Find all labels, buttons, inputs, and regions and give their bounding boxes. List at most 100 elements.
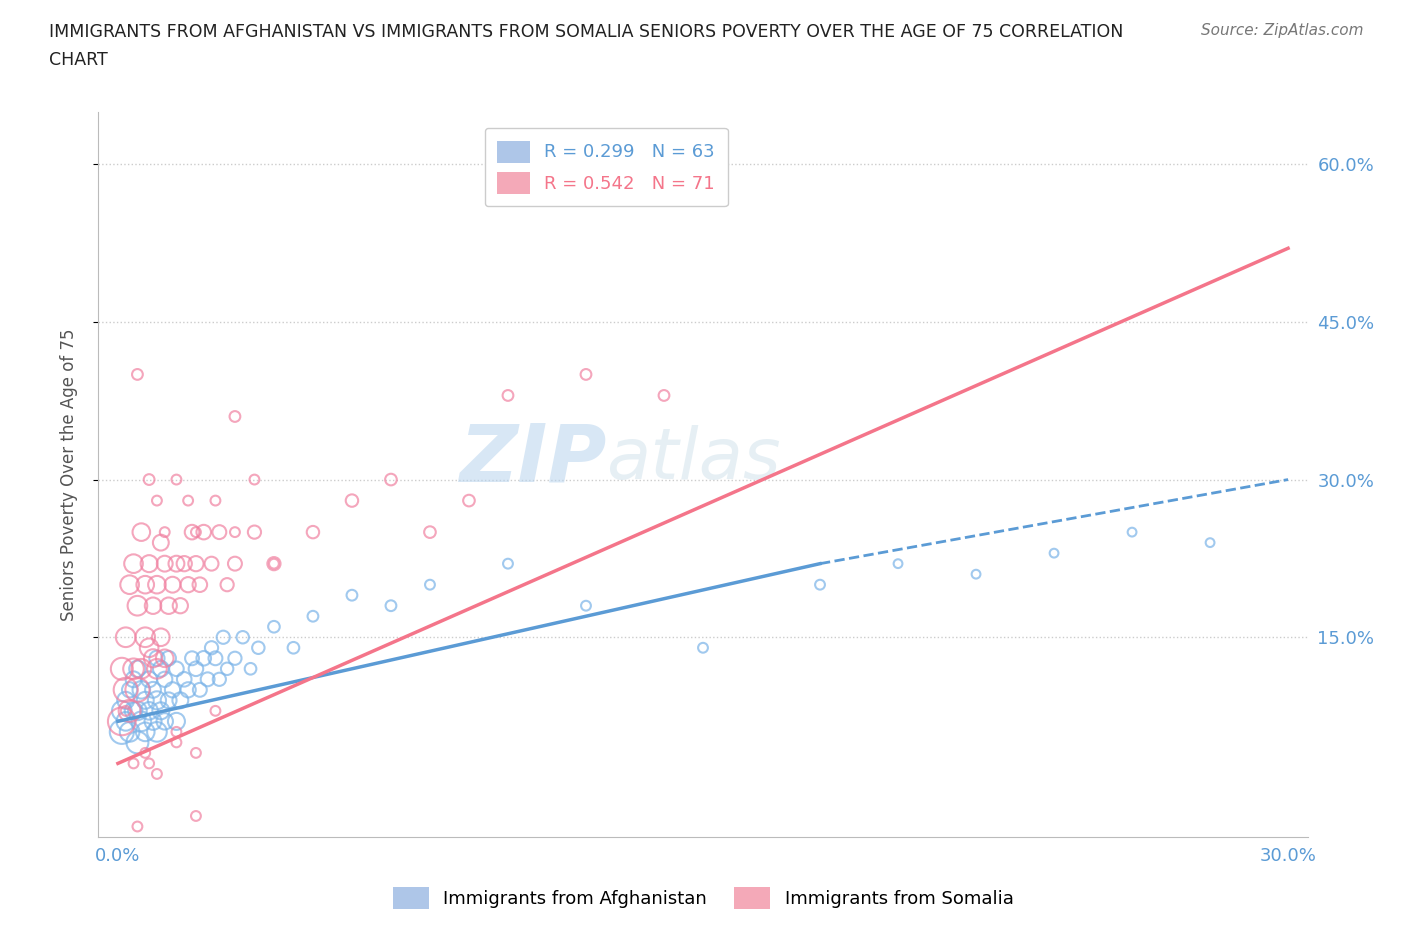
Point bbox=[496, 556, 519, 571]
Point bbox=[131, 714, 153, 729]
Point bbox=[263, 556, 285, 571]
Point bbox=[575, 367, 598, 382]
Point bbox=[111, 714, 134, 729]
Y-axis label: Seniors Poverty Over the Age of 75: Seniors Poverty Over the Age of 75 bbox=[59, 328, 77, 620]
Point bbox=[177, 493, 200, 508]
Point bbox=[419, 578, 441, 592]
Point bbox=[193, 525, 215, 539]
Point bbox=[118, 578, 141, 592]
Point bbox=[127, 819, 149, 834]
Point bbox=[134, 746, 156, 761]
Point bbox=[652, 388, 675, 403]
Point bbox=[165, 714, 187, 729]
Point bbox=[173, 556, 195, 571]
Point bbox=[157, 598, 180, 613]
Point bbox=[142, 651, 165, 666]
Point bbox=[162, 578, 184, 592]
Text: atlas: atlas bbox=[606, 425, 780, 494]
Point bbox=[122, 556, 145, 571]
Point bbox=[177, 683, 200, 698]
Point bbox=[1043, 546, 1066, 561]
Point bbox=[131, 683, 153, 698]
Point bbox=[247, 641, 270, 656]
Point bbox=[204, 493, 226, 508]
Point bbox=[118, 683, 141, 698]
Point bbox=[131, 525, 153, 539]
Point bbox=[184, 808, 207, 823]
Point bbox=[165, 735, 187, 750]
Point bbox=[1121, 525, 1143, 539]
Point bbox=[134, 630, 156, 644]
Point bbox=[153, 714, 176, 729]
Point bbox=[263, 556, 285, 571]
Point bbox=[184, 661, 207, 676]
Point bbox=[146, 493, 169, 508]
Point bbox=[153, 651, 176, 666]
Point bbox=[169, 693, 191, 708]
Point bbox=[224, 409, 246, 424]
Point bbox=[380, 598, 402, 613]
Point bbox=[177, 578, 200, 592]
Point bbox=[122, 671, 145, 686]
Point bbox=[188, 683, 211, 698]
Point bbox=[243, 525, 266, 539]
Point bbox=[142, 714, 165, 729]
Point bbox=[162, 683, 184, 698]
Point bbox=[146, 578, 169, 592]
Text: Source: ZipAtlas.com: Source: ZipAtlas.com bbox=[1201, 23, 1364, 38]
Text: IMMIGRANTS FROM AFGHANISTAN VS IMMIGRANTS FROM SOMALIA SENIORS POVERTY OVER THE : IMMIGRANTS FROM AFGHANISTAN VS IMMIGRANT… bbox=[49, 23, 1123, 41]
Point bbox=[138, 556, 160, 571]
Point bbox=[212, 630, 235, 644]
Point bbox=[134, 693, 156, 708]
Point bbox=[193, 651, 215, 666]
Point bbox=[146, 766, 169, 781]
Point bbox=[157, 651, 180, 666]
Point bbox=[114, 703, 136, 718]
Point bbox=[138, 472, 160, 487]
Point bbox=[146, 651, 169, 666]
Point bbox=[181, 525, 204, 539]
Point bbox=[122, 756, 145, 771]
Point bbox=[808, 578, 831, 592]
Point bbox=[157, 693, 180, 708]
Point bbox=[224, 651, 246, 666]
Point bbox=[138, 671, 160, 686]
Point bbox=[111, 661, 134, 676]
Point bbox=[217, 661, 239, 676]
Point bbox=[134, 578, 156, 592]
Point bbox=[149, 630, 172, 644]
Point bbox=[165, 472, 187, 487]
Point bbox=[127, 661, 149, 676]
Point bbox=[127, 367, 149, 382]
Point bbox=[127, 683, 149, 698]
Point bbox=[224, 556, 246, 571]
Point bbox=[197, 671, 219, 686]
Point bbox=[146, 661, 169, 676]
Point bbox=[146, 693, 169, 708]
Legend: Immigrants from Afghanistan, Immigrants from Somalia: Immigrants from Afghanistan, Immigrants … bbox=[385, 880, 1021, 916]
Text: ZIP: ZIP bbox=[458, 420, 606, 498]
Point bbox=[138, 703, 160, 718]
Point bbox=[340, 588, 363, 603]
Point bbox=[134, 724, 156, 739]
Point bbox=[302, 525, 325, 539]
Point bbox=[153, 525, 176, 539]
Point bbox=[204, 703, 226, 718]
Point bbox=[380, 472, 402, 487]
Point bbox=[184, 525, 207, 539]
Point bbox=[118, 724, 141, 739]
Point bbox=[122, 661, 145, 676]
Point bbox=[208, 525, 231, 539]
Point bbox=[142, 683, 165, 698]
Point bbox=[149, 661, 172, 676]
Point bbox=[138, 641, 160, 656]
Point bbox=[458, 493, 481, 508]
Point bbox=[169, 598, 191, 613]
Point bbox=[217, 578, 239, 592]
Point bbox=[142, 598, 165, 613]
Point bbox=[239, 661, 262, 676]
Point bbox=[131, 661, 153, 676]
Point bbox=[138, 756, 160, 771]
Point bbox=[496, 388, 519, 403]
Point bbox=[200, 641, 222, 656]
